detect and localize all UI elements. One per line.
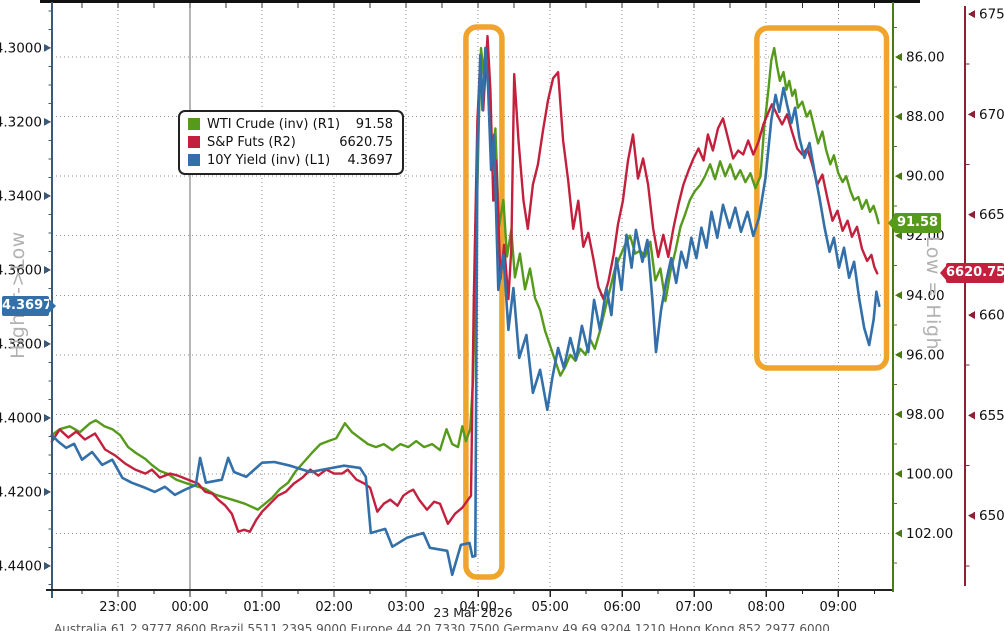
left-tick-label: 4.4400 [0, 558, 42, 574]
legend-row-2: S&P Futs (R2) 6620.75 [188, 133, 393, 151]
highlight-box-1 [463, 24, 505, 580]
x-tick-label: 03:00 [387, 600, 424, 615]
wti-tick-label: 86.00 [906, 50, 945, 66]
x-tick-label: 09:00 [820, 600, 857, 615]
left-tick-arrow [44, 487, 51, 496]
left-tick-label: 4.3400 [0, 188, 42, 204]
left-axis-direction-label: Higher->Low [7, 231, 29, 359]
wti-tick-label: 98.00 [906, 407, 945, 423]
x-tick-label: 01:00 [243, 600, 280, 615]
sp-tick-label: 6500 [979, 508, 1004, 524]
x-tick-label: 06:00 [603, 600, 640, 615]
legend-value: 6620.75 [339, 134, 393, 150]
last-value-badge-10y-yield: 4.3697 [2, 296, 56, 316]
legend-label: S&P Futs (R2) [207, 134, 296, 150]
gridlines [52, 2, 893, 590]
x-tick-label: 23:00 [99, 600, 136, 615]
x-axis-date-label: 23 Mar 2026 [433, 605, 513, 620]
legend-swatch [188, 118, 200, 130]
series-line-l1 [50, 46, 881, 577]
legend-swatch [188, 154, 200, 166]
x-tick-label: 00:00 [171, 600, 208, 615]
sp-tick-arrow [968, 10, 975, 19]
legend-value: 4.3697 [347, 152, 394, 168]
sp-tick-label: 6750 [979, 7, 1004, 23]
x-tick-label: 04:00 [459, 600, 496, 615]
highlight-box-2 [754, 25, 890, 371]
left-tick-arrow [44, 191, 51, 200]
legend-value: 91.58 [355, 116, 393, 132]
wti-tick-arrow [895, 350, 902, 359]
wti-tick-label: 90.00 [906, 169, 945, 185]
wti-tick-label: 102.00 [906, 526, 953, 542]
wti-tick-label: 96.00 [906, 347, 945, 363]
sp-tick-arrow [968, 210, 975, 219]
left-tick-label: 4.4200 [0, 484, 42, 500]
x-tick-label: 05:00 [531, 600, 568, 615]
wti-tick-arrow [895, 112, 902, 121]
wti-tick-label: 94.00 [906, 288, 945, 304]
legend-label: 10Y Yield (inv) (L1) [207, 152, 331, 168]
series-lines [50, 34, 881, 577]
sp-tick-arrow [968, 311, 975, 320]
sp-tick-arrow [968, 511, 975, 520]
sp-tick-arrow [968, 411, 975, 420]
left-tick-arrow [44, 413, 51, 422]
axis-labels: 23:00 00:00 01:00 02:00 03:00 04:00 05:00 06:00… [0, 7, 1004, 615]
x-tick-label: 07:00 [675, 600, 712, 615]
annotations [463, 24, 890, 580]
x-tick-label: 08:00 [748, 600, 785, 615]
sp-tick-label: 6600 [979, 308, 1004, 324]
sp-tick-arrow [968, 110, 975, 119]
left-tick-arrow [44, 265, 51, 274]
wti-tick-label: 88.00 [906, 109, 945, 125]
wti-tick-arrow [895, 172, 902, 181]
left-tick-label: 4.4000 [0, 410, 42, 426]
left-tick-arrow [44, 561, 51, 570]
wti-tick-arrow [895, 410, 902, 419]
footer-disclaimer: Australia 61 2 9777 8600 Brazil 5511 239… [54, 622, 830, 631]
wti-tick-arrow [895, 469, 902, 478]
x-tick-label: 02:00 [315, 600, 352, 615]
left-tick-label: 4.3200 [0, 114, 42, 130]
wti-tick-arrow [895, 231, 902, 240]
wti-tick-label: 100.00 [906, 466, 953, 482]
top-border [40, 0, 920, 3]
left-tick-label: 4.3800 [0, 336, 42, 352]
legend-label: WTI Crude (inv) (R1) [207, 116, 341, 132]
wti-tick-arrow [895, 291, 902, 300]
sp-tick-label: 6550 [979, 408, 1004, 424]
legend-row-1: WTI Crude (inv) (R1) 91.58 [188, 115, 393, 133]
left-tick-arrow [44, 117, 51, 126]
left-tick-label: 4.3600 [0, 262, 42, 278]
last-value-badge-sp-futs: 6620.75 [940, 263, 1004, 283]
wti-tick-arrow [895, 53, 902, 62]
left-tick-label: 4.3000 [0, 40, 42, 56]
last-value-badge-wti-crude: 91.58 [888, 213, 941, 233]
series-line-r2 [50, 34, 879, 533]
wti-tick-arrow [895, 529, 902, 538]
left-tick-arrow [44, 43, 51, 52]
sp-tick-label: 6650 [979, 207, 1004, 223]
legend-row-3: 10Y Yield (inv) (L1) 4.3697 [188, 151, 393, 169]
left-tick-arrow [44, 339, 51, 348]
legend: WTI Crude (inv) (R1) 91.58 S&P Futs (R2) 66… [178, 110, 404, 175]
sp-tick-label: 6700 [979, 107, 1004, 123]
legend-swatch [188, 136, 200, 148]
